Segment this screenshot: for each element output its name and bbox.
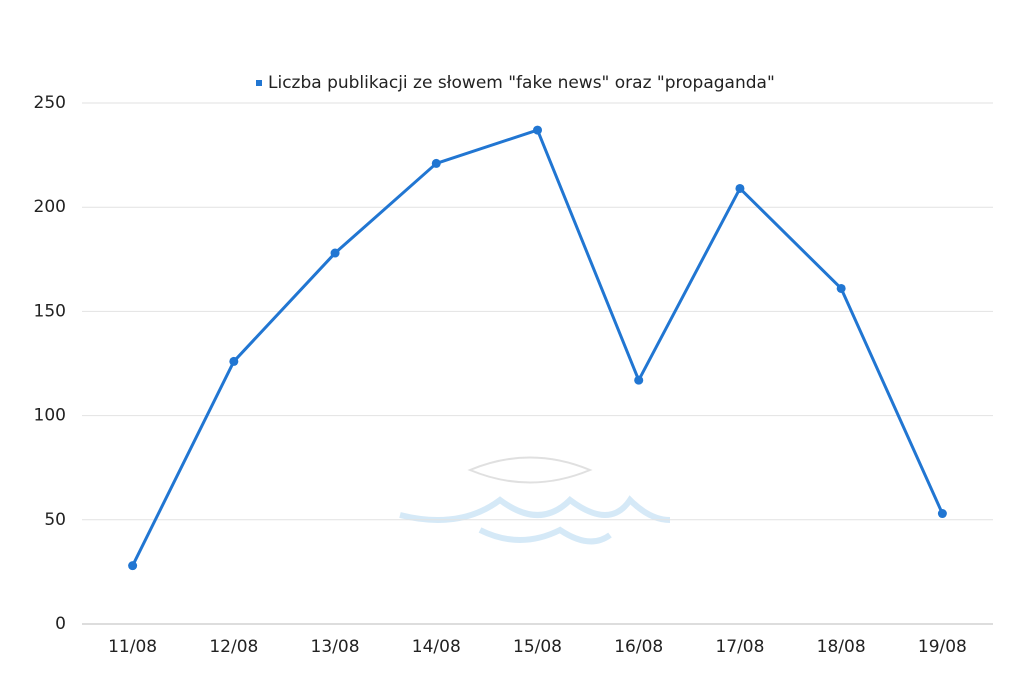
y-tick-label: 0: [55, 614, 66, 634]
point: [937, 509, 947, 519]
point: [229, 356, 239, 366]
point: [836, 283, 846, 293]
x-tick-label: 11/08: [108, 637, 157, 657]
y-tick-label: 250: [34, 93, 66, 113]
x-tick-label: 19/08: [918, 637, 967, 657]
point: [128, 561, 138, 571]
x-tick-label: 13/08: [311, 637, 360, 657]
point: [431, 158, 441, 168]
line: [131, 128, 944, 567]
legend: Liczba publikacji ze słowem "fake news" …: [256, 73, 775, 93]
x-tick-label: 15/08: [513, 637, 562, 657]
point: [735, 183, 745, 193]
point: [533, 125, 542, 135]
x-tick-label: 12/08: [209, 637, 258, 657]
y-tick-label: 100: [34, 406, 66, 426]
point: [634, 375, 644, 385]
point: [330, 248, 340, 258]
x-tick-label: 18/08: [817, 637, 866, 657]
legend-marker: [256, 80, 262, 86]
y-tick-label: 150: [34, 301, 66, 321]
x-tick-label: 14/08: [412, 637, 461, 657]
y-tick-label: 50: [44, 510, 66, 530]
y-tick-label: 200: [34, 197, 66, 217]
watermark: [399, 456, 671, 545]
x-tick-label: 16/08: [614, 637, 663, 657]
legend-label: Liczba publikacji ze słowem "fake news" …: [268, 73, 775, 93]
x-tick-label: 17/08: [715, 637, 764, 657]
